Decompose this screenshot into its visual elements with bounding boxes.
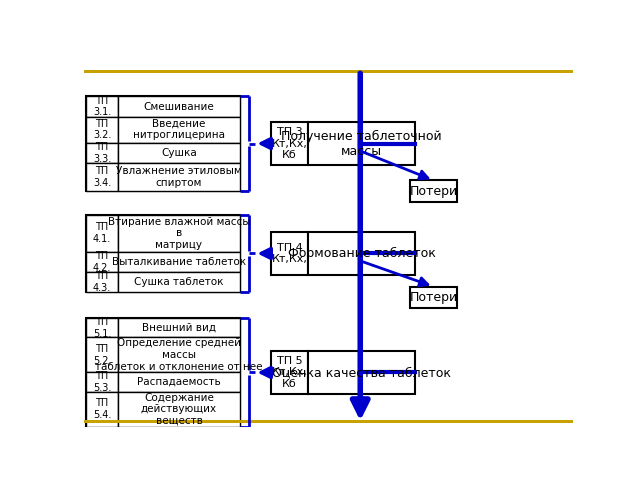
FancyBboxPatch shape — [118, 252, 240, 272]
FancyBboxPatch shape — [86, 318, 118, 337]
Text: Внешний вид: Внешний вид — [142, 323, 216, 333]
Text: ТП 3
Кт,Кх,
Кб: ТП 3 Кт,Кх, Кб — [271, 127, 307, 160]
FancyBboxPatch shape — [118, 272, 240, 292]
Text: Увлажнение этиловым
спиртом: Увлажнение этиловым спиртом — [116, 166, 242, 188]
Text: ТП
5.4.: ТП 5.4. — [93, 398, 111, 420]
FancyBboxPatch shape — [271, 122, 308, 165]
Text: ТП 5
Кт,Кх,
Кб: ТП 5 Кт,Кх, Кб — [271, 356, 307, 389]
FancyBboxPatch shape — [118, 318, 240, 337]
FancyBboxPatch shape — [86, 96, 118, 117]
Text: Получение таблеточной
массы: Получение таблеточной массы — [281, 130, 442, 157]
Text: Смешивание: Смешивание — [143, 102, 214, 111]
FancyBboxPatch shape — [118, 337, 240, 372]
FancyBboxPatch shape — [118, 215, 240, 252]
Text: ТП
3.3.: ТП 3.3. — [93, 142, 111, 164]
Text: Втирание влажной массы
в
матрицу: Втирание влажной массы в матрицу — [108, 216, 250, 250]
Text: ТП
3.4.: ТП 3.4. — [93, 166, 111, 188]
Text: ТП 4
Кт,Кх,: ТП 4 Кт,Кх, — [271, 243, 307, 264]
FancyBboxPatch shape — [118, 143, 240, 163]
Text: ТП
4.1.: ТП 4.1. — [93, 222, 111, 244]
FancyBboxPatch shape — [86, 143, 118, 163]
Text: Потери: Потери — [410, 291, 458, 304]
FancyBboxPatch shape — [308, 122, 415, 165]
FancyBboxPatch shape — [86, 337, 118, 372]
FancyBboxPatch shape — [86, 318, 240, 427]
FancyBboxPatch shape — [86, 215, 240, 292]
Text: Формование таблеток: Формование таблеток — [287, 247, 435, 260]
Text: Потери: Потери — [410, 184, 458, 198]
FancyBboxPatch shape — [118, 163, 240, 191]
FancyBboxPatch shape — [86, 252, 118, 272]
Text: Сушка таблеток: Сушка таблеток — [134, 277, 224, 287]
FancyBboxPatch shape — [86, 372, 118, 392]
Text: Содержание
действующих
веществ: Содержание действующих веществ — [141, 393, 217, 426]
FancyBboxPatch shape — [271, 351, 308, 394]
FancyBboxPatch shape — [86, 215, 118, 252]
Text: ТП
5.1.: ТП 5.1. — [93, 317, 111, 338]
Text: Оценка качества таблеток: Оценка качества таблеток — [272, 366, 451, 379]
FancyBboxPatch shape — [86, 163, 118, 191]
Text: ТП
4.2.: ТП 4.2. — [93, 251, 111, 273]
Text: ТП
3.1.: ТП 3.1. — [93, 96, 111, 118]
FancyBboxPatch shape — [118, 392, 240, 427]
Text: Сушка: Сушка — [161, 148, 197, 158]
FancyBboxPatch shape — [86, 272, 118, 292]
FancyBboxPatch shape — [118, 117, 240, 143]
Text: Определение средней
массы
таблеток и отклонение от нее: Определение средней массы таблеток и отк… — [95, 338, 262, 372]
FancyBboxPatch shape — [86, 392, 118, 427]
FancyBboxPatch shape — [410, 287, 457, 308]
Text: Распадаемость: Распадаемость — [137, 377, 221, 387]
Text: ТП
5.3.: ТП 5.3. — [93, 372, 111, 393]
FancyBboxPatch shape — [86, 117, 118, 143]
FancyBboxPatch shape — [118, 372, 240, 392]
Text: ТП
3.2.: ТП 3.2. — [93, 119, 111, 141]
Text: Введение
нитроглицерина: Введение нитроглицерина — [133, 119, 225, 141]
FancyBboxPatch shape — [118, 96, 240, 117]
FancyBboxPatch shape — [86, 96, 240, 191]
FancyBboxPatch shape — [271, 232, 308, 275]
FancyBboxPatch shape — [308, 351, 415, 394]
Text: Выталкивание таблеток: Выталкивание таблеток — [112, 257, 246, 267]
Text: ТП
4.3.: ТП 4.3. — [93, 271, 111, 293]
FancyBboxPatch shape — [308, 232, 415, 275]
Text: ТП
5.2.: ТП 5.2. — [93, 344, 111, 366]
FancyBboxPatch shape — [410, 180, 457, 202]
